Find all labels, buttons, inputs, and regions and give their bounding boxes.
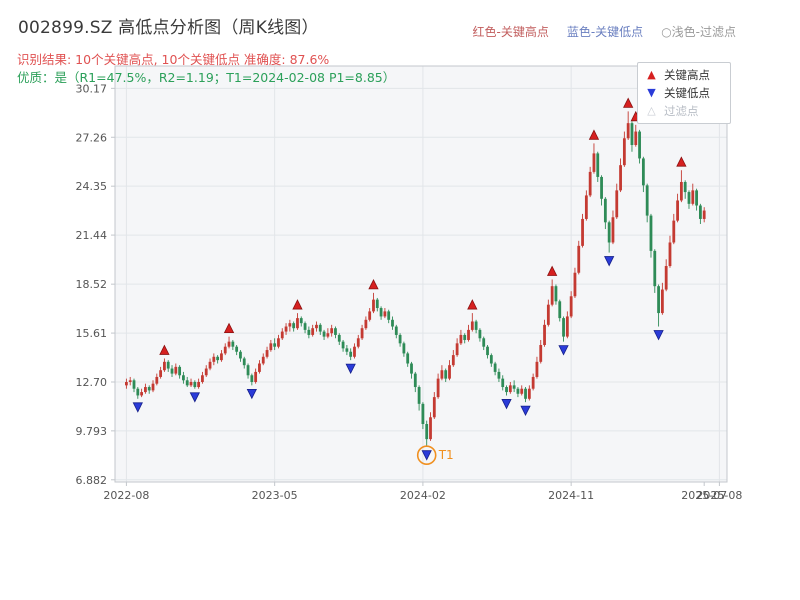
x-tick-label: 2022-08 — [103, 489, 149, 502]
x-tick-label: 2025-08 — [696, 489, 742, 502]
x-axis: 2022-08 2023-05 2024-02 2024-11 2025-072025-… — [103, 482, 742, 502]
hollow-triangle-icon: △ — [647, 104, 656, 117]
y-tick-label: 21.44 — [76, 229, 108, 242]
key-high-marker — [676, 156, 687, 167]
key-low-marker — [653, 330, 664, 341]
key-high-marker — [292, 299, 303, 310]
key-low-marker — [189, 392, 200, 403]
y-tick-label: 27.26 — [76, 131, 108, 144]
candles — [125, 111, 706, 447]
x-tick-label: 2025-07 — [681, 489, 727, 502]
key-high-marker — [623, 97, 634, 108]
key-high-marker — [159, 344, 170, 355]
y-tick-label: 18.52 — [76, 278, 108, 291]
t1-label: T1 — [438, 448, 454, 462]
note-key-low: 蓝色-关键低点 — [566, 25, 644, 39]
t1-annotation: T1 — [416, 445, 454, 466]
key-low-marker — [604, 256, 615, 267]
key-high-marker — [546, 265, 558, 276]
page-title: 002899.SZ 高低点分析图（周K线图） — [18, 18, 319, 38]
gridlines — [115, 66, 727, 482]
legend-item-filter: △ 过滤点 — [645, 104, 723, 118]
t1-circle-icon — [416, 445, 437, 466]
down-triangle-icon: ▼ — [647, 86, 656, 99]
quality-line: 优质：是（R1=47.5%，R2=1.19；T1=2024-02-08 P1=8… — [17, 70, 396, 85]
key-low-marker — [246, 388, 257, 400]
key-low-marker — [421, 450, 432, 461]
legend-label-filter: 过滤点 — [664, 104, 699, 118]
x-tick-label: 2024-02 — [400, 489, 446, 502]
y-tick-label: 9.793 — [76, 425, 108, 438]
key-low-marker — [345, 363, 356, 375]
key-low-marker — [132, 402, 143, 413]
note-key-high: 红色-关键高点 — [472, 25, 549, 39]
key-high-markers — [159, 97, 687, 355]
color-key-note: 红色-关键高点 蓝色-关键低点 ○浅色-过滤点 — [473, 23, 737, 40]
y-tick-label: 30.17 — [76, 82, 108, 95]
y-tick-label: 6.882 — [76, 474, 108, 487]
y-axis: 30.17 27.26 24.35 21.44 18.52 15.61 12.70 9.793… — [76, 82, 115, 487]
legend-label-key-low: 关键低点 — [664, 86, 710, 100]
legend-label-key-high: 关键高点 — [664, 68, 710, 82]
plot-border — [114, 65, 728, 483]
key-low-markers — [132, 256, 664, 461]
legend-item-key-high: ▲ 关键高点 — [645, 68, 723, 82]
note-filter-point: ○浅色-过滤点 — [661, 25, 736, 39]
key-high-marker — [223, 322, 235, 334]
key-low-marker — [501, 399, 512, 410]
recognition-result-line: 识别结果: 10个关键高点, 10个关键低点 准确度: 87.6% — [17, 52, 330, 67]
up-triangle-icon: ▲ — [647, 68, 656, 81]
x-tick-label: 2024-11 — [548, 489, 594, 502]
chart-legend: ▲ 关键高点 ▼ 关键低点 △ 过滤点 — [637, 62, 731, 124]
key-high-marker — [467, 299, 478, 310]
y-tick-label: 15.61 — [76, 327, 108, 340]
plot-area — [115, 66, 727, 482]
key-low-marker — [558, 345, 569, 356]
x-tick-label: 2023-05 — [252, 489, 298, 502]
key-high-marker — [588, 129, 600, 140]
y-tick-label: 12.70 — [76, 376, 108, 389]
y-tick-label: 24.35 — [76, 180, 108, 193]
legend-item-key-low: ▼ 关键低点 — [645, 86, 723, 100]
key-high-marker — [368, 279, 379, 290]
key-low-marker — [520, 405, 531, 417]
